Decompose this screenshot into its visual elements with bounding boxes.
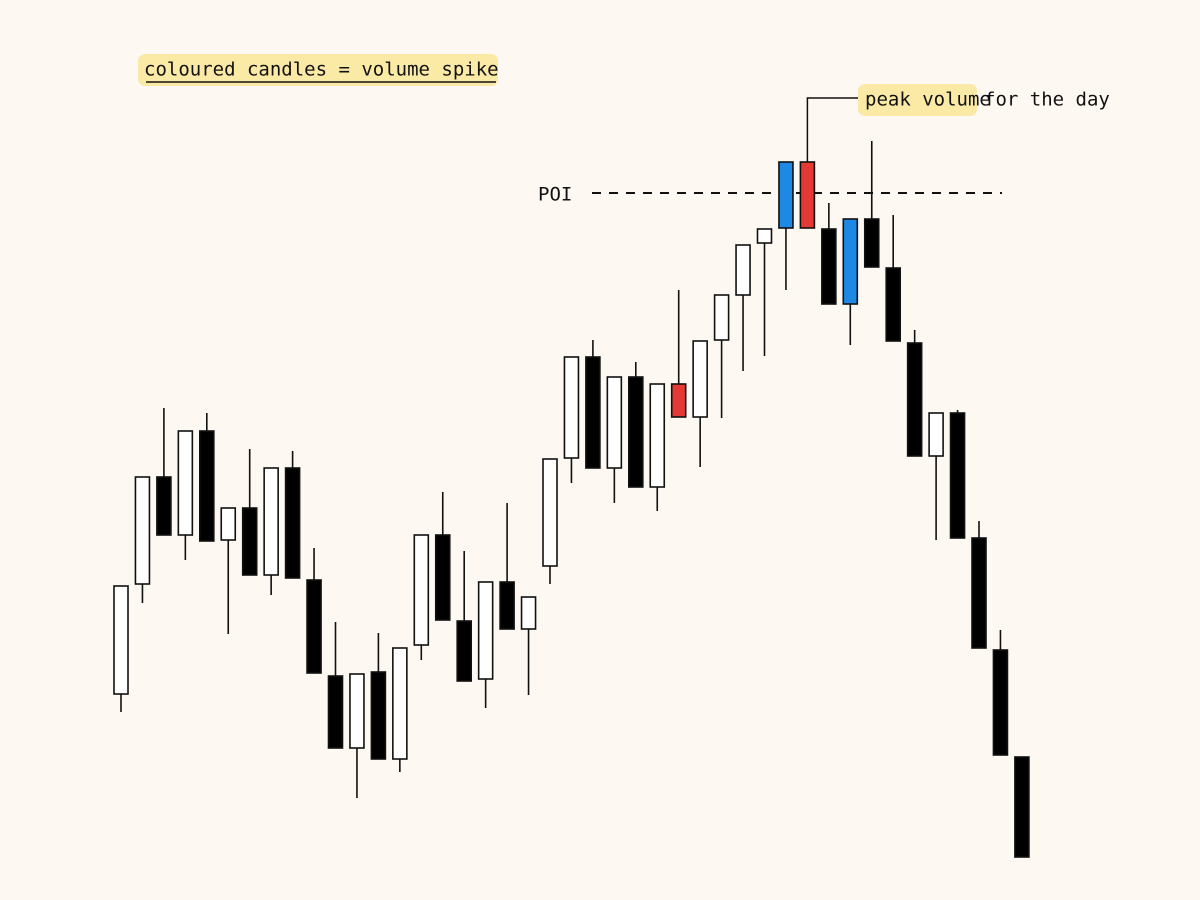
candle-body xyxy=(992,649,1009,756)
candle-body xyxy=(113,585,129,695)
candle-body xyxy=(627,376,644,488)
candle-body xyxy=(349,673,365,749)
candle-body xyxy=(971,537,987,649)
peak-label: peak volume xyxy=(865,89,991,111)
candle-body xyxy=(477,581,494,680)
candle-body xyxy=(413,534,430,646)
candle-body xyxy=(799,161,816,229)
legend-note: coloured candles = volume spike xyxy=(144,59,499,81)
candle-body xyxy=(306,579,322,674)
candle-body xyxy=(692,340,708,418)
candle-body xyxy=(520,596,537,630)
candle-body xyxy=(542,458,558,567)
candle-body xyxy=(778,161,794,229)
candle-body xyxy=(263,467,279,576)
candle-body xyxy=(585,356,601,469)
candle-body xyxy=(756,228,773,244)
candle-body xyxy=(434,534,451,621)
candle-body xyxy=(735,244,751,296)
candle-body xyxy=(134,476,151,585)
candle-body xyxy=(906,342,923,457)
candle-body xyxy=(670,383,687,418)
candle-body xyxy=(842,218,859,305)
candle-body xyxy=(563,356,580,459)
candle-body xyxy=(177,430,194,536)
candle-body xyxy=(199,430,215,542)
candle-body xyxy=(928,412,944,457)
candle-body xyxy=(370,671,387,760)
candle-body xyxy=(949,412,966,539)
candle-body xyxy=(713,294,730,341)
peak-connector xyxy=(806,97,858,162)
poi-label: POI xyxy=(538,184,572,206)
candle-body xyxy=(156,476,172,536)
candle-body xyxy=(456,620,473,682)
peak-label-rest: for the day xyxy=(984,89,1110,111)
candle-body xyxy=(649,383,666,488)
candle-body xyxy=(821,228,837,305)
candle-body xyxy=(392,647,408,760)
candle-body xyxy=(1014,756,1030,858)
candle-body xyxy=(220,507,237,541)
candle-body xyxy=(606,376,623,469)
candle-body xyxy=(284,467,301,579)
candle-body xyxy=(863,218,880,268)
candle-body xyxy=(241,507,258,576)
candle-body xyxy=(885,267,902,342)
candle-body xyxy=(327,675,344,749)
peak-highlight xyxy=(858,84,977,116)
legend-highlight xyxy=(138,54,498,86)
candle-body xyxy=(499,581,515,630)
